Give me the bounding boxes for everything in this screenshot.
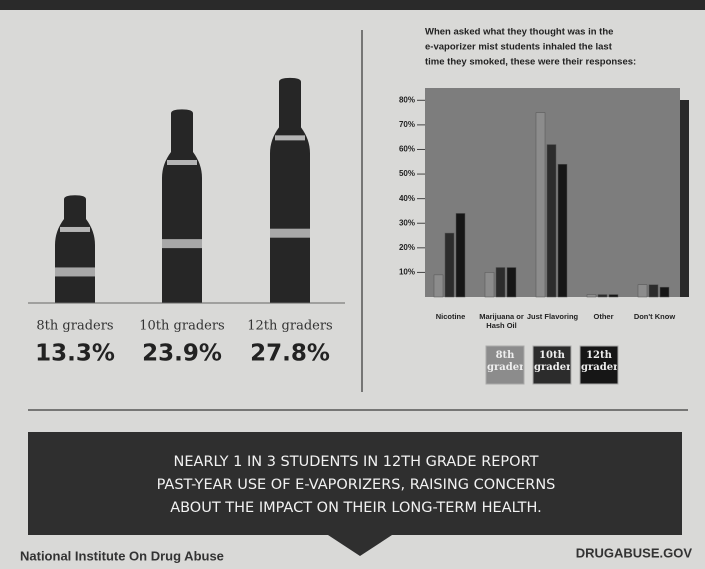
legend-label: 10th graders: [534, 350, 570, 374]
category-label: 12th graders: [247, 319, 332, 334]
x-tick-label: Just Flavoring: [525, 312, 581, 321]
annotation: e-vaporizer mist students inhaled the la…: [425, 42, 613, 53]
banner-text: PAST-YEAR USE OF E-VAPORIZERS, RAISING C…: [157, 477, 556, 493]
category-label: 10th graders: [139, 319, 224, 334]
category-label: 8th graders: [36, 319, 113, 334]
bar: [507, 267, 516, 297]
y-tick-label: 70%: [399, 120, 415, 129]
banner-text: NEARLY 1 IN 3 STUDENTS IN 12TH GRADE REP…: [174, 454, 539, 470]
bar: [638, 285, 647, 297]
x-label-box: Nicotine: [423, 312, 479, 338]
legend-label: 12th graders: [581, 350, 617, 374]
bar: [609, 295, 618, 297]
value-label: 27.8%: [250, 341, 330, 367]
x-label-box: Marijuana or Hash Oil: [474, 312, 530, 338]
annotation: When asked what they thought was in the: [425, 27, 613, 38]
legend-box: 10th graders: [534, 350, 570, 382]
value-label: 23.9%: [142, 341, 222, 367]
bar: [587, 295, 596, 297]
legend-box: 8th graders: [487, 350, 523, 382]
bottle-band: [60, 227, 90, 232]
value-label: 13.3%: [35, 341, 115, 367]
bottle: [162, 109, 202, 303]
y-tick-label: 80%: [399, 95, 415, 104]
footer-right: DRUGABUSE.GOV: [576, 545, 693, 560]
bar: [496, 267, 505, 297]
bar: [445, 233, 454, 297]
legend-box: 12th graders: [581, 350, 617, 382]
bar: [547, 145, 556, 297]
y-tick-label: 20%: [399, 243, 415, 252]
bar: [485, 272, 494, 297]
x-tick-label: Don't Know: [627, 312, 683, 321]
annotation: time they smoked, these were their respo…: [425, 57, 636, 68]
y-tick-label: 60%: [399, 145, 415, 154]
top-band: [0, 0, 705, 10]
x-tick-label: Nicotine: [423, 312, 479, 321]
bottle-band: [167, 160, 197, 165]
bottle-band: [270, 229, 310, 238]
bottle: [55, 195, 95, 303]
y-tick-label: 10%: [399, 268, 415, 277]
infographic: NEARLY 1 IN 3 STUDENTS IN 12TH GRADE REP…: [0, 0, 705, 569]
footer-left: National Institute On Drug Abuse: [20, 548, 224, 563]
bar: [456, 213, 465, 297]
bottle-band: [275, 135, 305, 140]
bottle-band: [55, 267, 95, 276]
legend-label: 8th graders: [487, 350, 523, 374]
plot-edge: [680, 100, 689, 297]
x-label-box: Just Flavoring: [525, 312, 581, 338]
x-tick-label: Marijuana or Hash Oil: [474, 312, 530, 330]
x-label-box: Don't Know: [627, 312, 683, 338]
bottle-band: [162, 239, 202, 248]
bottle: [270, 78, 310, 303]
bar: [598, 295, 607, 297]
x-tick-label: Other: [576, 312, 632, 321]
banner: [28, 432, 682, 556]
banner-text: ABOUT THE IMPACT ON THEIR LONG-TERM HEAL…: [170, 500, 542, 516]
bar: [434, 275, 443, 297]
bar: [558, 164, 567, 297]
bar: [649, 285, 658, 297]
bar: [536, 113, 545, 297]
bar: [660, 287, 669, 297]
y-tick-label: 50%: [399, 169, 415, 178]
y-tick-label: 40%: [399, 194, 415, 203]
y-tick-label: 30%: [399, 218, 415, 227]
x-label-box: Other: [576, 312, 632, 338]
